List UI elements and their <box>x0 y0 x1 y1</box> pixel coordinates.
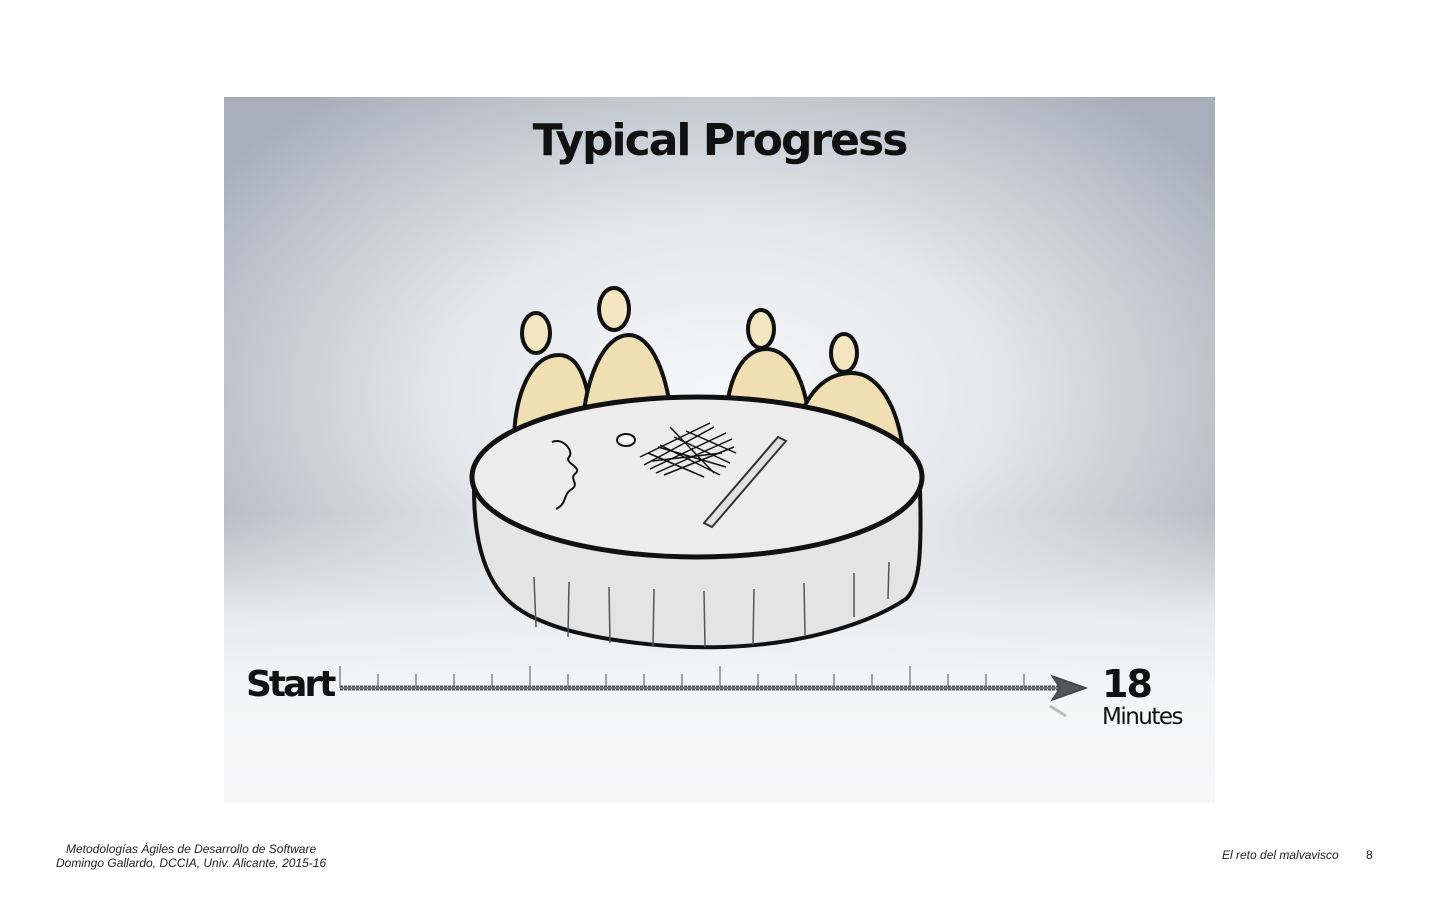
people-at-table-illustration <box>469 286 925 650</box>
marshmallow <box>616 433 636 447</box>
slide: Typical Progress <box>224 97 1215 803</box>
slide-title: Typical Progress <box>532 115 909 166</box>
timeline-end-unit: Minutes <box>1102 704 1184 730</box>
footer-author: Domingo Gallardo, DCCIA, Univ. Alicante,… <box>56 856 327 870</box>
timeline-start-label: Start <box>246 664 336 705</box>
footer-page-number: 8 <box>1366 848 1373 862</box>
footer-section-title: El reto del malvavisco <box>1222 848 1339 862</box>
timeline-end-value: 18 <box>1102 662 1153 706</box>
string-squiggle <box>551 440 579 510</box>
tape-strip <box>702 435 788 529</box>
footer-credits: Metodologías Ágiles de Desarrollo de Sof… <box>56 842 336 870</box>
timeline: Start 18 Minutes <box>224 652 1215 752</box>
table-top <box>469 394 925 560</box>
timeline-arrow-icon <box>339 666 1089 718</box>
footer-course: Metodologías Ágiles de Desarrollo de Sof… <box>66 842 317 856</box>
spaghetti-pile <box>639 422 737 478</box>
